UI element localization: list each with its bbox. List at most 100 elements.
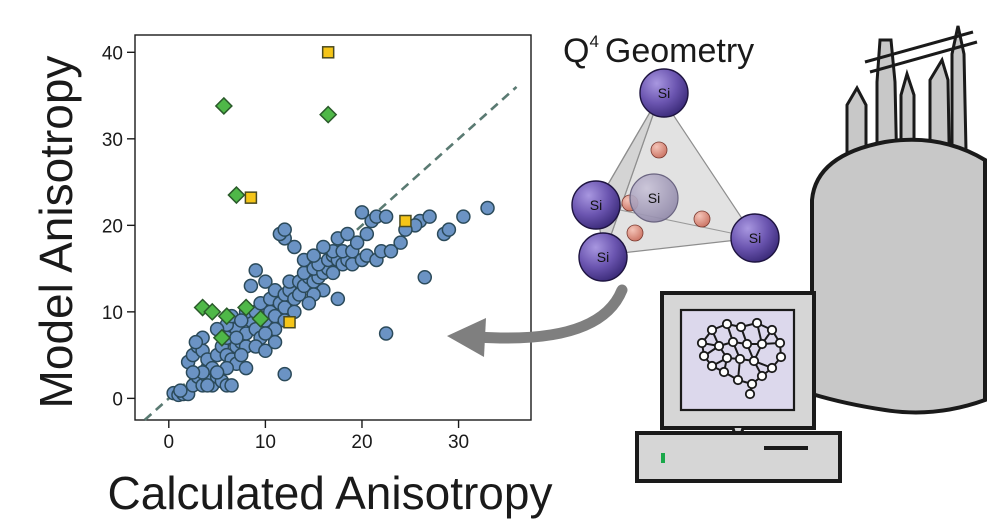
x-tick-label: 20	[351, 432, 372, 453]
data-point-circle	[188, 334, 204, 350]
data-point-circle	[209, 365, 225, 380]
data-point-circle	[243, 278, 259, 294]
magnet-body	[810, 137, 987, 415]
data-point-circle	[417, 269, 433, 285]
data-point-circle	[233, 313, 249, 328]
geometry-word: Geometry	[605, 32, 754, 70]
svg-text:Si: Si	[658, 85, 670, 101]
oxygen-atom	[650, 141, 668, 159]
data-point-circle	[383, 244, 399, 259]
network-node	[766, 324, 778, 336]
svg-text:Si: Si	[749, 230, 761, 246]
svg-text:Si: Si	[597, 249, 609, 265]
computer-base	[635, 431, 842, 483]
data-point-circle	[248, 263, 263, 278]
y-tick-label: 10	[102, 303, 123, 324]
data-point-circle	[224, 378, 239, 393]
si-atom-center: Si	[629, 173, 679, 223]
data-point-circle	[200, 378, 215, 393]
geometry-title: Q4 Geometry	[563, 32, 754, 70]
network-node	[706, 324, 718, 336]
data-point-circle	[340, 226, 355, 242]
magnet-bar	[864, 30, 974, 64]
q4-geometry-illustration: Q4 Geometry Si Si Si Si S	[563, 32, 780, 282]
data-point-circle	[233, 347, 249, 363]
data-point-circle	[441, 222, 457, 237]
oxygen-atom	[626, 224, 644, 242]
data-point-circle	[422, 209, 437, 224]
data-points	[166, 46, 495, 403]
x-tick-label: 30	[448, 432, 469, 453]
data-point-circle	[277, 366, 292, 382]
network-node	[718, 366, 730, 378]
data-point-circle	[173, 383, 188, 398]
tetrahedron	[595, 93, 757, 256]
network-node	[696, 337, 708, 349]
data-point-circle	[238, 360, 254, 376]
y-tick-label: 20	[102, 216, 123, 237]
network-node	[766, 362, 778, 374]
si-atom-left: Si	[571, 180, 621, 230]
data-point-circle	[258, 343, 273, 359]
computer-illustration	[635, 291, 842, 483]
network-node	[751, 317, 763, 329]
x-axis: 0 10 20 30	[164, 420, 469, 453]
data-point-square	[399, 214, 412, 228]
data-point-circle	[185, 365, 201, 380]
data-point-diamond	[212, 328, 231, 347]
network-node	[756, 370, 768, 382]
data-point-circle	[258, 326, 273, 341]
network-node	[744, 388, 756, 400]
data-point-circle	[330, 291, 346, 307]
data-point-circle	[301, 295, 317, 311]
x-tick-label: 0	[164, 432, 175, 453]
data-point-square	[321, 46, 335, 59]
y-tick-label: 30	[102, 130, 123, 151]
network-node	[741, 338, 753, 350]
data-point-diamond	[214, 96, 233, 116]
oxygen-atom	[693, 210, 711, 228]
power-led	[661, 453, 665, 463]
data-point-circle	[306, 248, 321, 263]
data-point-circle	[393, 235, 408, 250]
network-node	[746, 378, 758, 390]
network-node	[748, 355, 760, 367]
si-atom-bottom: Si	[578, 232, 628, 282]
neural-network-brain-icon	[696, 317, 787, 400]
network-node	[727, 336, 739, 348]
network-node	[706, 360, 718, 372]
network-node	[735, 321, 747, 333]
network-node	[734, 353, 746, 365]
curved-arrow	[447, 284, 628, 357]
data-point-diamond	[203, 302, 222, 321]
data-point-circle	[359, 226, 375, 242]
data-point-diamond	[217, 307, 236, 326]
data-point-circle	[267, 334, 283, 350]
data-point-circle	[258, 274, 273, 289]
data-point-circle	[378, 209, 394, 224]
data-point-circle	[480, 200, 495, 216]
nmr-magnet-illustration	[810, 25, 987, 415]
x-tick-label: 10	[255, 432, 276, 453]
network-node	[721, 318, 733, 330]
data-point-circle	[316, 239, 331, 255]
network-node	[775, 351, 787, 363]
si-atom-right: Si	[730, 213, 780, 263]
y-axis: 0 10 20 30 40	[102, 43, 135, 410]
data-point-circle	[378, 326, 394, 341]
network-node	[721, 352, 733, 364]
data-point-diamond	[227, 185, 246, 205]
data-point-circle	[349, 235, 365, 250]
svg-text:Si: Si	[648, 190, 660, 206]
svg-text:Si: Si	[590, 197, 602, 213]
y-tick-label: 0	[112, 389, 123, 410]
geometry-superscript: 4	[589, 32, 598, 51]
magnet-bar	[869, 40, 978, 74]
si-atom-top: Si	[639, 68, 689, 118]
data-point-circle	[325, 265, 341, 281]
geometry-q-label: Q	[563, 32, 589, 70]
data-point-square	[283, 315, 296, 329]
data-point-diamond	[237, 298, 256, 317]
